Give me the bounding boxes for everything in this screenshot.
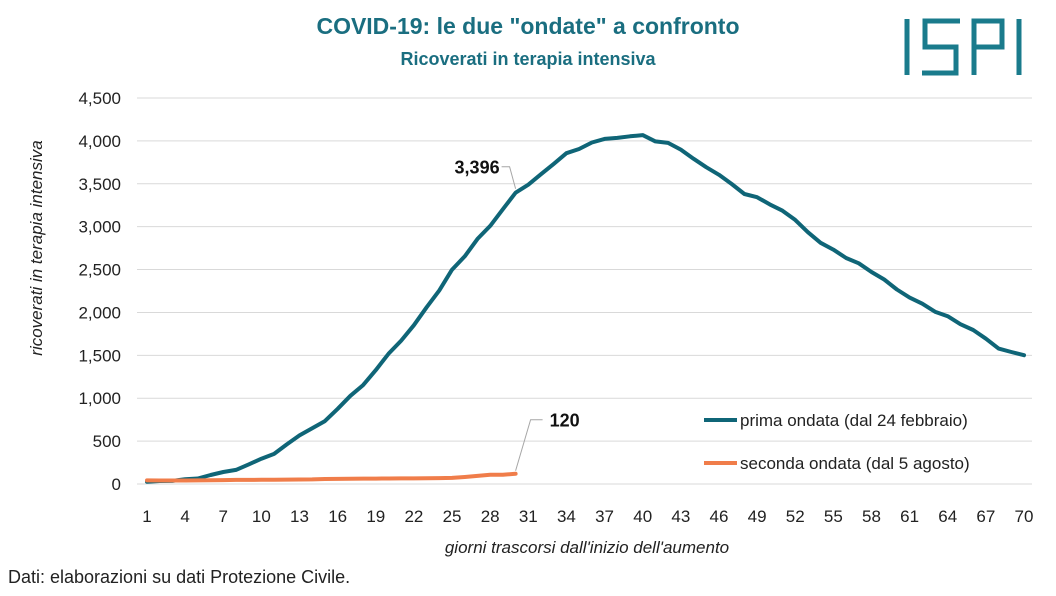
x-tick-label: 64	[938, 507, 957, 526]
x-tick-label: 55	[824, 507, 843, 526]
chart-title: COVID-19: le due "ondate" a confronto	[316, 13, 740, 39]
annotation-leader-line	[501, 166, 517, 189]
y-tick-label: 1,000	[78, 389, 121, 408]
x-tick-label: 61	[900, 507, 919, 526]
x-tick-label: 7	[219, 507, 228, 526]
x-tick-label: 52	[786, 507, 805, 526]
x-tick-label: 13	[290, 507, 309, 526]
y-tick-label: 4,500	[78, 89, 121, 108]
series-layer	[145, 133, 1026, 484]
x-tick-label: 4	[180, 507, 189, 526]
x-tick-label: 1	[142, 507, 151, 526]
source-note: Dati: elaborazioni su dati Protezione Ci…	[8, 567, 351, 587]
x-axis-ticks: 1 4 7 10 13 16 19 22 25 28 31 34 37 40 43 46 49 52 55 58 61 6…	[142, 507, 1033, 526]
x-tick-label: 46	[709, 507, 728, 526]
chart-subtitle: Ricoverati in terapia intensiva	[400, 49, 656, 69]
legend-item-seconda-ondata: seconda ondata (dal 5 agosto)	[740, 454, 970, 473]
gridlines	[137, 97, 1032, 485]
series-line-prima-ondata	[145, 133, 1026, 484]
x-tick-label: 19	[366, 507, 385, 526]
x-tick-label: 67	[976, 507, 995, 526]
y-tick-label: 3,000	[78, 218, 121, 237]
x-tick-label: 34	[557, 507, 576, 526]
x-tick-label: 43	[671, 507, 690, 526]
y-tick-label: 3,500	[78, 175, 121, 194]
x-tick-label: 31	[519, 507, 538, 526]
x-tick-label: 16	[328, 507, 347, 526]
y-tick-label: 4,000	[78, 132, 121, 151]
y-tick-label: 2,000	[78, 303, 121, 322]
y-tick-label: 0	[112, 475, 121, 494]
x-tick-label: 58	[862, 507, 881, 526]
data-label-prima-peak: 3,396	[455, 158, 500, 178]
y-tick-label: 2,500	[78, 261, 121, 280]
legend: prima ondata (dal 24 febbraio) seconda on…	[704, 411, 970, 473]
series-line-seconda-ondata	[145, 471, 518, 483]
y-axis-title: ricoverati in terapia intensiva	[27, 140, 46, 355]
data-label-seconda-last: 120	[550, 411, 580, 431]
x-tick-label: 37	[595, 507, 614, 526]
y-axis-ticks: 0 500 1,000 1,500 2,000 2,500 3,000 3,500 4,000 4…	[78, 89, 121, 494]
x-tick-label: 25	[443, 507, 462, 526]
ispi-logo	[902, 17, 1022, 84]
y-tick-label: 1,500	[78, 346, 121, 365]
legend-item-prima-ondata: prima ondata (dal 24 febbraio)	[740, 411, 968, 430]
annotation-leader-line	[515, 419, 543, 471]
y-tick-label: 500	[93, 432, 121, 451]
x-tick-label: 49	[748, 507, 767, 526]
x-tick-label: 70	[1015, 507, 1034, 526]
x-axis-title: giorni trascorsi dall'inizio dell'aument…	[445, 538, 729, 557]
annotation-layer: 3,396 120	[455, 158, 580, 471]
x-tick-label: 10	[252, 507, 271, 526]
x-tick-label: 40	[633, 507, 652, 526]
x-tick-label: 28	[481, 507, 500, 526]
x-tick-label: 22	[404, 507, 423, 526]
